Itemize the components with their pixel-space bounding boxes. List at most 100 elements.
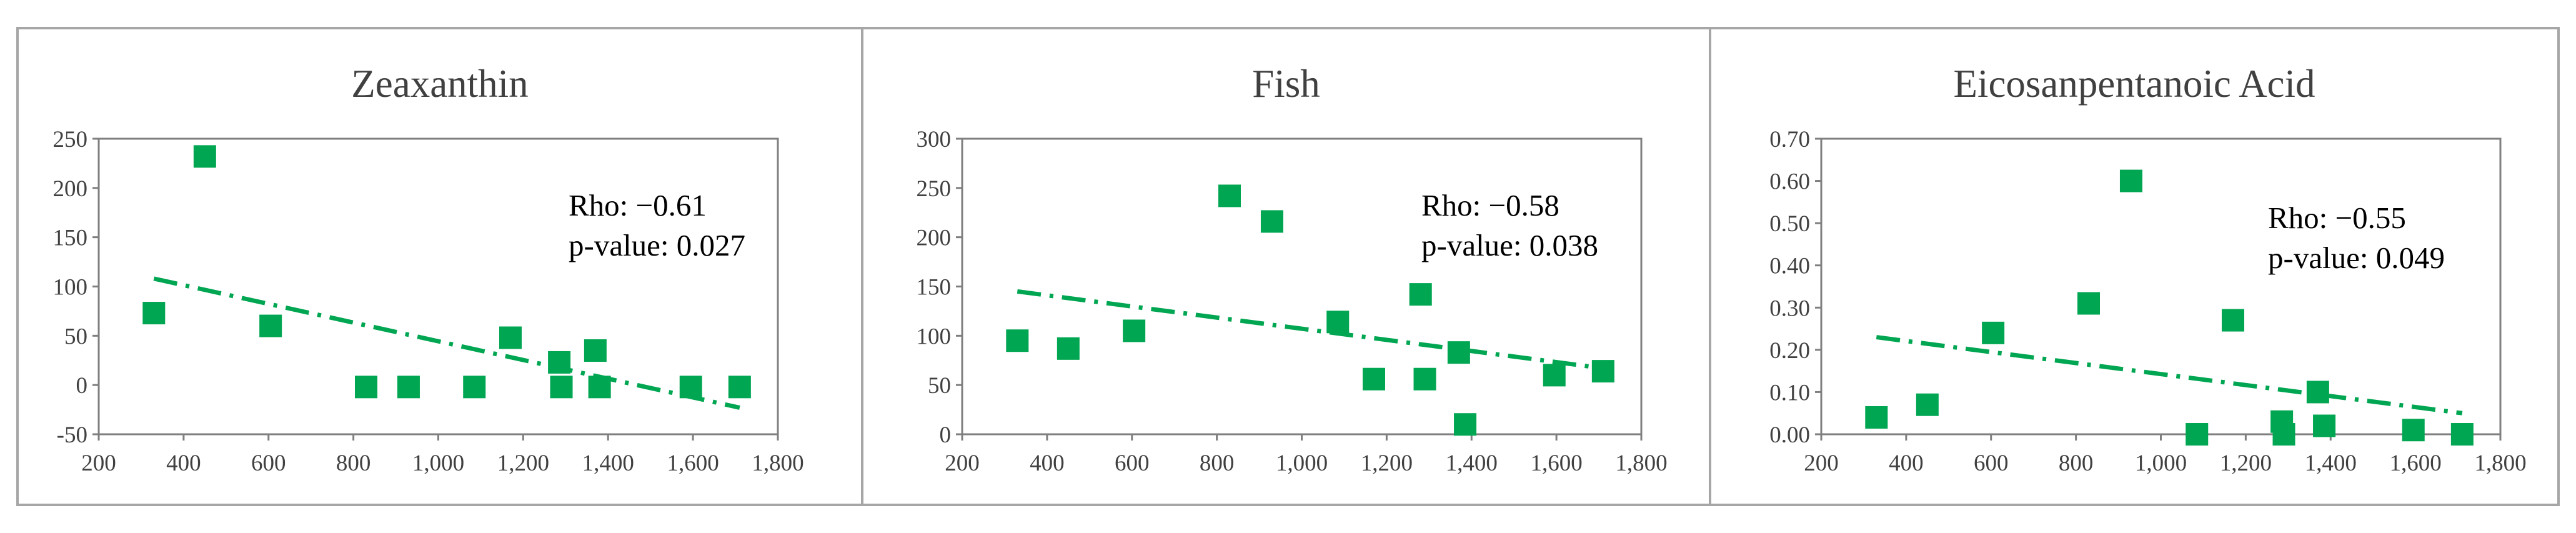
chart2-data-point (1447, 341, 1470, 364)
chart2-y-tick-label: 100 (917, 324, 952, 349)
chart3-y-tick-label: 0.10 (1769, 380, 1810, 406)
chart1-data-point (397, 376, 420, 399)
chart1-data-point (679, 376, 702, 399)
chart3-x-tick-label: 400 (1889, 451, 1924, 476)
chart1-title: Zeaxanthin (351, 62, 528, 106)
chart2-x-tick-label: 1,800 (1615, 451, 1667, 476)
chart1-data-point (499, 326, 522, 349)
chart2-pvalue-label: p-value: 0.038 (1421, 228, 1598, 262)
chart3-y-tick-label: 0.50 (1769, 211, 1810, 237)
chart1-rho-label: Rho: −0.61 (569, 188, 707, 222)
chart2-y-tick-label: 250 (917, 176, 952, 202)
chart1-x-tick-label: 1,400 (582, 451, 634, 476)
chart1-x-tick-label: 1,000 (412, 451, 464, 476)
chart3-trendline (1876, 335, 2463, 416)
chart1-x-tick-label: 800 (336, 451, 371, 476)
chart2-x-tick-label: 200 (945, 451, 980, 476)
chart3-plot-area (1820, 137, 2502, 436)
chart2-y-tick-label: 200 (917, 226, 952, 251)
chart3-data-point (1865, 406, 1888, 429)
chart3-x-tick-label: 1,600 (2390, 451, 2442, 476)
chart3-data-point (1916, 393, 1939, 416)
chart3-y-tick-label: 0.30 (1769, 296, 1810, 321)
chart3-data-point (2186, 423, 2209, 446)
chart1-x-tick-label: 200 (81, 451, 116, 476)
chart3-x-tick-label: 800 (2059, 451, 2094, 476)
chart2-x-tick-label: 600 (1115, 451, 1150, 476)
chart3-data-point (2077, 292, 2101, 315)
chart3-y-tick-label: 0.60 (1769, 169, 1810, 195)
chart3-x-tick-label: 600 (1974, 451, 2009, 476)
chart3-x-tick-label: 1,800 (2474, 451, 2526, 476)
chart3-data-point (2272, 423, 2295, 446)
chart2-title: Fish (1252, 62, 1320, 106)
chart2-data-point (1326, 311, 1350, 334)
chart2-data-point (1006, 329, 1029, 352)
chart1-y-tick-label: -50 (57, 422, 87, 448)
chart3-data-point (2119, 169, 2142, 192)
chart2-y-tick-label: 150 (917, 275, 952, 301)
chart3-x-tick-label: 200 (1804, 451, 1839, 476)
chart2-data-point (1543, 364, 1566, 387)
chart1-y-tick-label: 250 (53, 127, 88, 152)
chart2-plot-area (961, 137, 1643, 436)
chart1-data-point (463, 376, 486, 399)
chart1-data-point (728, 376, 751, 399)
chart1-data-point (550, 376, 573, 399)
chart2-data-point (1454, 413, 1477, 436)
chart1-y-tick-label: 50 (64, 324, 87, 349)
chart1-x-tick-label: 600 (251, 451, 286, 476)
chart3-x-tick-label: 1,000 (2135, 451, 2187, 476)
chart1-x-tick-label: 400 (166, 451, 201, 476)
chart1-data-point (355, 376, 378, 399)
chart2-x-tick-label: 400 (1030, 451, 1065, 476)
chart2-x-tick-label: 800 (1200, 451, 1235, 476)
chart2-data-point (1123, 319, 1146, 342)
chart2-y-tick-label: 300 (917, 127, 952, 152)
chart1-data-point (193, 145, 216, 168)
chart1-y-tick-label: 0 (76, 373, 88, 399)
chart2-data-point (1057, 337, 1080, 360)
chart3-data-point (1982, 321, 2005, 344)
chart3-data-point (2306, 381, 2329, 404)
chart3-data-point (2313, 414, 2336, 437)
chart1-data-point (588, 376, 611, 399)
chart3-data-point (2221, 309, 2244, 332)
chart1-data-point (259, 314, 282, 337)
chart2-x-tick-label: 1,000 (1276, 451, 1328, 476)
chart3-y-tick-label: 0.00 (1769, 422, 1810, 448)
chart2-data-point (1218, 184, 1241, 207)
chart3-y-tick-label: 0.40 (1769, 254, 1810, 279)
chart1-data-point (584, 339, 607, 362)
chart1-data-point (548, 351, 571, 374)
chart2-x-tick-label: 1,600 (1531, 451, 1583, 476)
chart2-data-point (1409, 283, 1432, 306)
chart3-y-tick-label: 0.20 (1769, 338, 1810, 364)
chart3-data-point (2402, 419, 2425, 442)
chart1-y-tick-label: 100 (53, 275, 88, 301)
chart2-y-tick-label: 0 (940, 422, 952, 448)
chart3-pvalue-label: p-value: 0.049 (2268, 241, 2445, 275)
chart3-rho-label: Rho: −0.55 (2268, 201, 2406, 235)
chart1-data-point (142, 302, 166, 325)
chart2-x-tick-label: 1,200 (1361, 451, 1413, 476)
chart2-data-point (1362, 367, 1385, 391)
chart3-y-tick-label: 0.70 (1769, 127, 1810, 152)
chart2-y-tick-label: 50 (928, 373, 951, 399)
chart2-x-tick-label: 1,400 (1446, 451, 1498, 476)
chart3-title: Eicosanpentanoic Acid (1953, 62, 2315, 106)
chart1-plot-area (97, 137, 779, 436)
chart1-x-tick-label: 1,200 (497, 451, 549, 476)
chart3-x-tick-label: 1,400 (2305, 451, 2357, 476)
chart1-y-tick-label: 200 (53, 176, 88, 202)
chart1-x-tick-label: 1,800 (752, 451, 803, 476)
chart1-trendline (153, 276, 740, 410)
chart2-data-point (1591, 360, 1614, 383)
chart2-trendline (1017, 289, 1604, 371)
chart2-data-point (1413, 367, 1436, 391)
chart1-pvalue-label: p-value: 0.027 (569, 228, 745, 262)
chart3-x-tick-label: 1,200 (2220, 451, 2272, 476)
chart2-rho-label: Rho: −0.58 (1421, 188, 1559, 222)
